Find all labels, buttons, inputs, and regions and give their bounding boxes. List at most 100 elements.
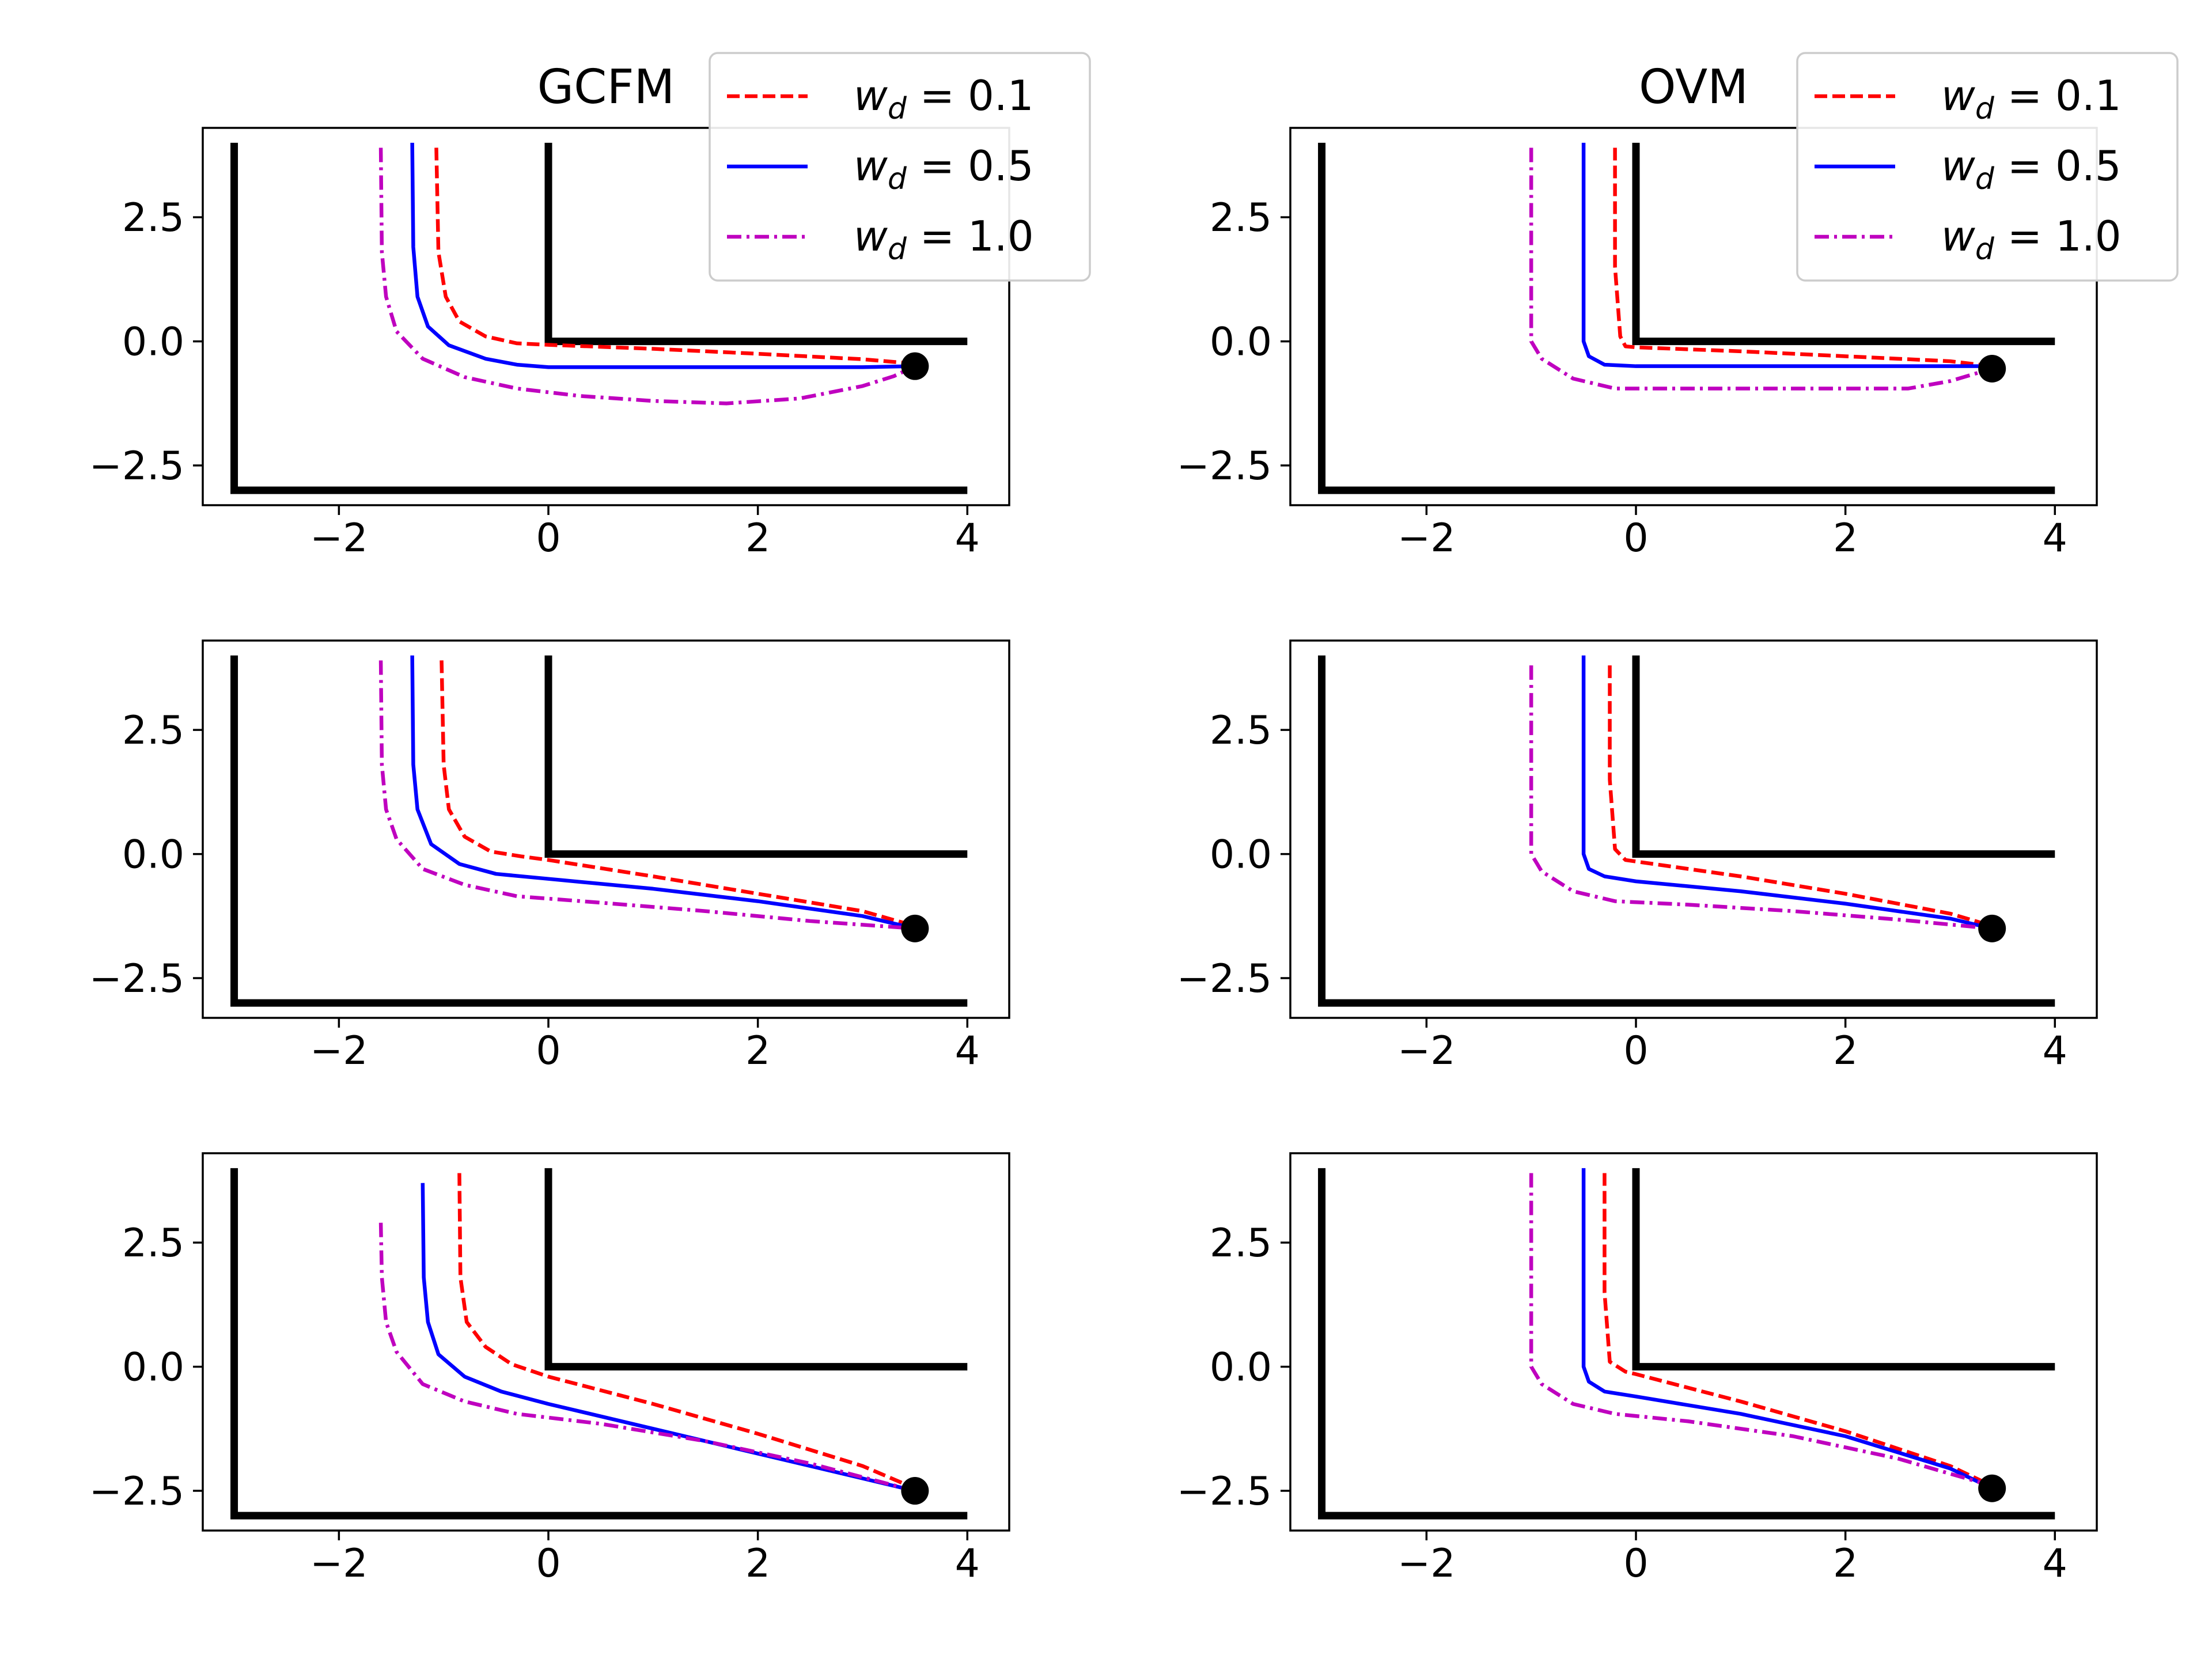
wall-inner <box>1632 142 2055 346</box>
legend: wd = 0.1 wd = 0.5 wd = 1.0 <box>709 52 1091 282</box>
legend-frame <box>1796 52 2179 282</box>
y-tick-label: 2.5 <box>122 195 184 241</box>
trajectory-line-solid <box>410 655 916 931</box>
x-tick-label: 4 <box>955 1028 980 1074</box>
y-tick-label: 0.0 <box>122 832 184 878</box>
trajectory-line-dashed <box>1613 147 1993 368</box>
axes-frame <box>202 127 1010 506</box>
axes-frame <box>1289 1152 2098 1532</box>
trajectory-line-solid <box>1581 655 1993 931</box>
wall-inner <box>1632 655 2055 858</box>
target-point <box>1978 354 2006 382</box>
x-tick-label: 4 <box>955 1541 980 1586</box>
y-tick-label: 2.5 <box>1210 1221 1272 1266</box>
trajectory-line-dashed <box>434 147 915 366</box>
x-tick-label: 0 <box>536 1028 560 1074</box>
trajectory-line-dashdot <box>378 147 916 406</box>
wall-outer <box>230 655 968 1007</box>
subplot-5: −2 0 2 4 −2.5 0.0 2.5 <box>89 1152 1010 1586</box>
wall-outer <box>1318 1168 2055 1520</box>
x-tick-label: 4 <box>2043 1028 2067 1074</box>
trajectory-line-solid <box>421 1183 916 1493</box>
x-tick-label: −2 <box>1397 1541 1455 1586</box>
legend-label: wd = 0.1 <box>1941 71 2122 126</box>
axes-frame <box>202 639 1010 1019</box>
target-point <box>901 914 929 942</box>
wall-inner <box>544 142 968 346</box>
x-tick-label: 2 <box>745 1028 770 1074</box>
legend-label: wd = 0.1 <box>854 71 1034 126</box>
legend-frame <box>709 52 1091 282</box>
target-point <box>901 352 929 380</box>
x-tick-label: 0 <box>1623 516 1648 561</box>
target-point <box>901 1477 929 1505</box>
trajectory-line-dashdot <box>1529 1173 1993 1488</box>
x-tick-label: −2 <box>310 516 368 561</box>
legend-label: wd = 1.0 <box>854 212 1034 267</box>
wall-inner <box>544 1168 968 1371</box>
y-tick-label: 2.5 <box>122 1221 184 1266</box>
y-tick-label: 2.5 <box>1210 195 1272 241</box>
x-tick-label: 2 <box>1833 1028 1858 1074</box>
trajectory-line-dashed <box>440 660 916 928</box>
x-tick-label: −2 <box>1397 516 1455 561</box>
axes-frame <box>1289 639 2098 1019</box>
wall-outer <box>230 1168 968 1520</box>
y-tick-label: −2.5 <box>1177 444 1272 489</box>
y-tick-label: −2.5 <box>1177 1469 1272 1514</box>
y-tick-label: −2.5 <box>89 956 184 1002</box>
trajectory-line-dashed <box>1608 665 1993 928</box>
y-tick-label: 2.5 <box>122 708 184 753</box>
legend-label: wd = 1.0 <box>1941 212 2122 267</box>
axes-frame <box>202 1152 1010 1532</box>
trajectory-line-solid <box>410 142 915 369</box>
x-tick-label: 0 <box>1623 1541 1648 1586</box>
subplot-6: −2 0 2 4 −2.5 0.0 2.5 <box>1177 1152 2098 1586</box>
x-tick-label: 2 <box>1833 516 1858 561</box>
y-tick-label: −2.5 <box>89 1469 184 1514</box>
trajectory-line-dashdot <box>378 1222 916 1493</box>
wall-outer <box>1318 142 2055 494</box>
wall-outer <box>230 142 968 494</box>
trajectory-line-solid <box>1581 142 1993 368</box>
y-tick-label: −2.5 <box>89 444 184 489</box>
trajectory-line-dashed <box>457 1173 916 1490</box>
trajectory-line-dashdot <box>1529 665 1993 931</box>
y-tick-label: 0.0 <box>1210 320 1272 365</box>
x-tick-label: 2 <box>1833 1541 1858 1586</box>
legend: wd = 0.1 wd = 0.5 wd = 1.0 <box>1796 52 2179 282</box>
target-point <box>1978 1474 2006 1502</box>
subplot-4: −2 0 2 4 −2.5 0.0 2.5 <box>1177 639 2098 1074</box>
wall-outer <box>1318 655 2055 1007</box>
y-tick-label: −2.5 <box>1177 956 1272 1002</box>
trajectory-line-dashdot <box>1529 147 1993 391</box>
legend-label: wd = 0.5 <box>1941 142 2122 196</box>
x-tick-label: 4 <box>955 516 980 561</box>
y-tick-label: 0.0 <box>1210 832 1272 878</box>
y-tick-label: 0.0 <box>1210 1345 1272 1391</box>
legend-label: wd = 0.5 <box>854 142 1034 196</box>
x-tick-label: −2 <box>310 1028 368 1074</box>
wall-inner <box>1632 1168 2055 1371</box>
y-tick-label: 0.0 <box>122 320 184 365</box>
trajectory-line-solid <box>1581 1168 1993 1490</box>
x-tick-label: −2 <box>310 1541 368 1586</box>
x-tick-label: 4 <box>2043 1541 2067 1586</box>
subplot-2: −2 0 2 4 −2.5 0.0 2.5 OVM wd = 0.1 wd = 0.5 wd = 1… <box>1177 52 2179 561</box>
x-tick-label: 0 <box>1623 1028 1648 1074</box>
subplot-title: OVM <box>1639 60 1748 115</box>
y-tick-label: 2.5 <box>1210 708 1272 753</box>
target-point <box>1978 914 2006 942</box>
wall-inner <box>544 655 968 858</box>
trajectory-line-dashed <box>1603 1173 1993 1488</box>
subplot-title: GCFM <box>537 60 675 115</box>
x-tick-label: 0 <box>536 1541 560 1586</box>
x-tick-label: 2 <box>745 516 770 561</box>
x-tick-label: 0 <box>536 516 560 561</box>
x-tick-label: 2 <box>745 1541 770 1586</box>
x-tick-label: 4 <box>2043 516 2067 561</box>
y-tick-label: 0.0 <box>122 1345 184 1391</box>
x-tick-label: −2 <box>1397 1028 1455 1074</box>
axes-frame <box>1289 127 2098 506</box>
